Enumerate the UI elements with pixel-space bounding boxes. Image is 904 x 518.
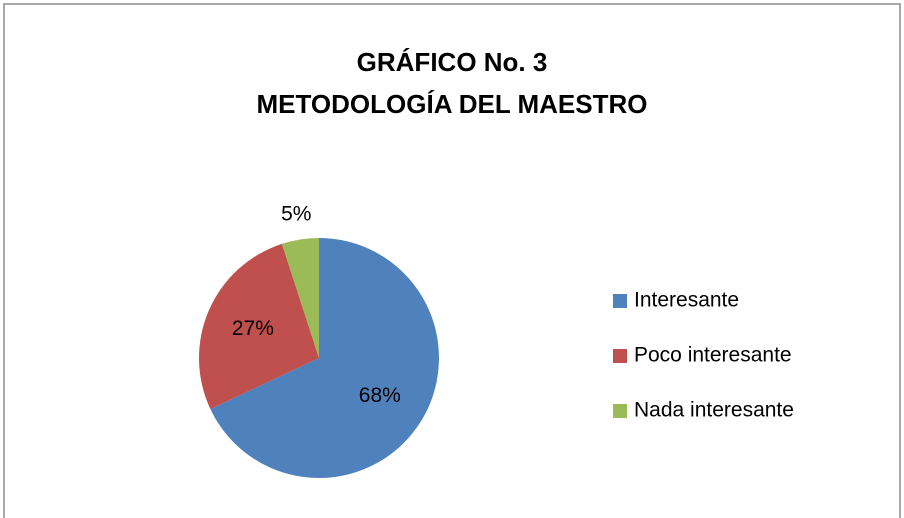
legend-label: Poco interesante — [634, 344, 792, 367]
chart-title: METODOLOGÍA DEL MAESTRO — [257, 89, 648, 119]
pie-slice — [199, 243, 319, 410]
data-label: 5% — [281, 202, 311, 225]
legend-label: Nada interesante — [634, 399, 794, 422]
chart-frame — [3, 3, 901, 518]
data-label: 27% — [232, 317, 274, 340]
legend-swatch — [613, 349, 627, 363]
chart-title: GRÁFICO No. 3 — [357, 47, 548, 77]
pie-slice — [281, 238, 319, 358]
pie-slice — [210, 238, 440, 479]
legend-swatch — [613, 404, 627, 418]
data-label: 68% — [359, 384, 401, 407]
legend-swatch — [613, 294, 627, 308]
legend-label: Interesante — [634, 289, 739, 312]
